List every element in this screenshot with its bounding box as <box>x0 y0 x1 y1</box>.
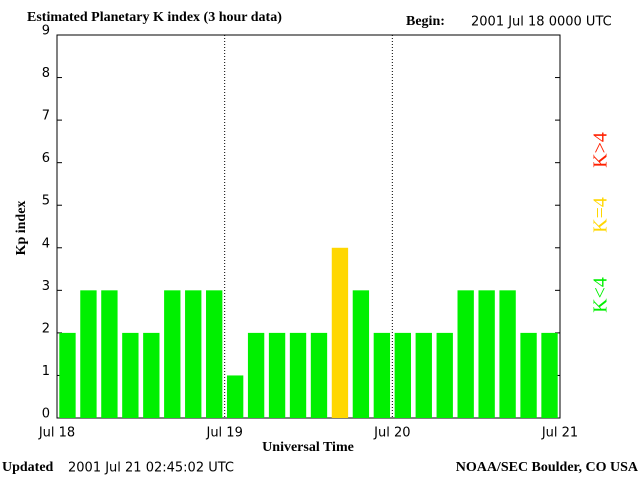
bar <box>541 332 558 418</box>
begin-label: Begin: <box>406 14 445 29</box>
y-tick-label: 7 <box>42 109 50 124</box>
bar <box>289 332 307 418</box>
x-tick-label: Jul 19 <box>205 426 242 441</box>
bar <box>226 375 244 418</box>
bar <box>352 290 370 418</box>
bar <box>478 290 495 418</box>
source: NOAA/SEC Boulder, CO USA <box>456 460 639 475</box>
updated-value: 2001 Jul 21 02:45:02 UTC <box>68 461 234 476</box>
bar <box>185 290 202 418</box>
x-axis-label: Universal Time <box>262 440 354 455</box>
updated-label: Updated <box>2 460 54 475</box>
bar <box>373 332 391 418</box>
y-tick-label: 4 <box>42 236 50 251</box>
x-tick-label: Jul 18 <box>38 426 75 441</box>
y-tick-label: 2 <box>42 321 50 336</box>
bar <box>436 332 453 418</box>
y-tick-label: 5 <box>42 194 50 209</box>
bar <box>394 332 411 418</box>
bar <box>164 290 181 418</box>
bar <box>247 332 265 418</box>
y-tick-label: 0 <box>42 407 50 422</box>
legend-entry: K>4 <box>590 132 612 168</box>
y-tick-label: 9 <box>42 24 50 39</box>
legend-entry: K=4 <box>590 197 612 233</box>
y-tick-label: 1 <box>42 364 50 379</box>
bar <box>499 290 516 418</box>
chart-title: Estimated Planetary K index (3 hour data… <box>27 10 282 25</box>
bar <box>268 332 286 418</box>
begin-value: 2001 Jul 18 0000 UTC <box>471 15 612 30</box>
bar <box>101 290 118 418</box>
bar <box>80 290 97 418</box>
bar <box>206 290 223 418</box>
legend-entry: K<4 <box>590 277 612 313</box>
bar <box>310 332 328 418</box>
x-tick-label: Jul 20 <box>373 426 410 441</box>
y-tick-label: 3 <box>42 279 50 294</box>
bar <box>415 332 432 418</box>
bar <box>457 290 474 418</box>
y-axis-label: Kp index <box>14 201 29 256</box>
bar <box>59 332 76 418</box>
plot-frame <box>56 34 561 419</box>
bar <box>143 332 160 418</box>
bar <box>122 332 139 418</box>
y-tick-label: 6 <box>42 151 50 166</box>
bar <box>331 247 349 418</box>
y-tick-label: 8 <box>42 66 50 81</box>
bar <box>520 332 537 418</box>
x-tick-label: Jul 21 <box>541 426 578 441</box>
